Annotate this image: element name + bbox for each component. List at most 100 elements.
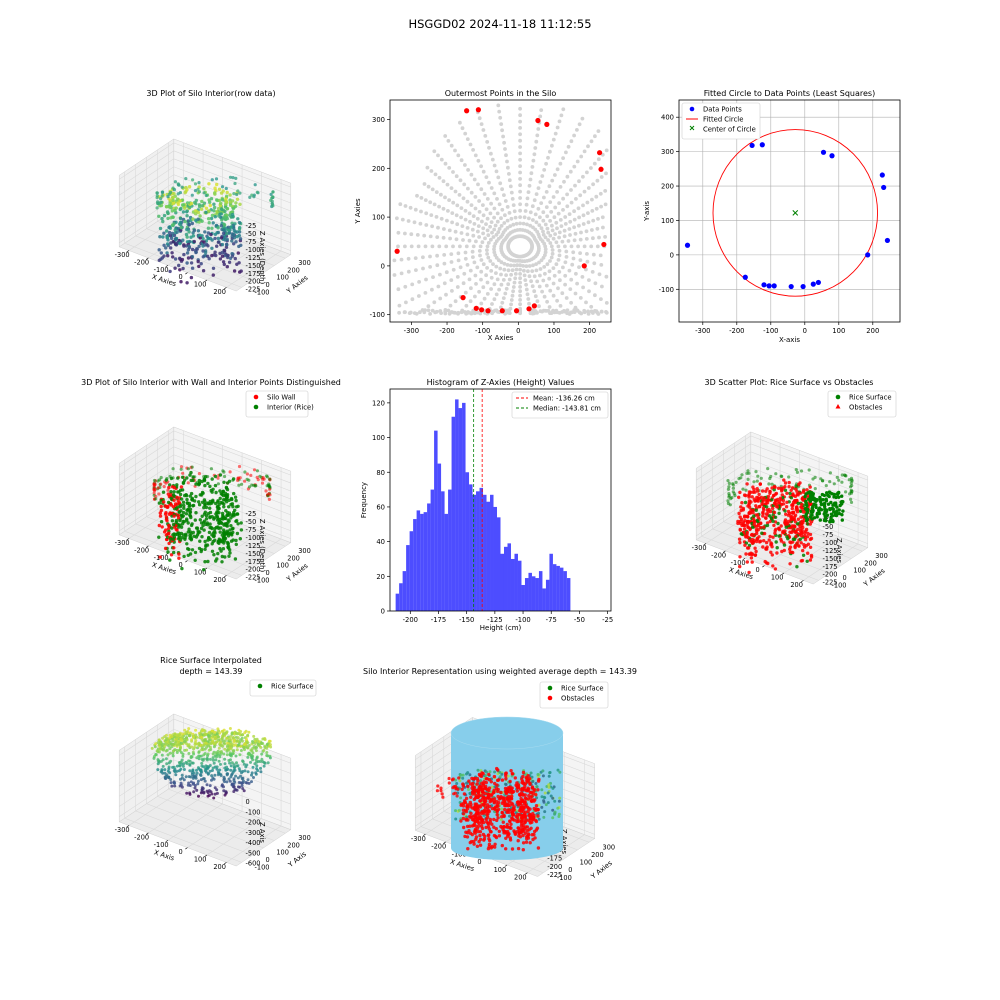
point xyxy=(745,514,750,519)
point xyxy=(753,546,757,550)
point xyxy=(235,262,239,266)
point xyxy=(157,501,162,505)
point xyxy=(551,236,556,241)
point xyxy=(193,182,198,186)
point xyxy=(542,241,547,246)
point xyxy=(533,294,538,299)
point xyxy=(544,161,548,166)
point xyxy=(424,211,429,216)
point xyxy=(415,193,419,198)
point xyxy=(775,505,780,509)
point xyxy=(424,223,429,227)
point xyxy=(187,222,191,227)
point xyxy=(554,308,559,313)
legend-marker-0 xyxy=(257,683,263,689)
point xyxy=(828,520,832,524)
point xyxy=(465,824,470,829)
point xyxy=(765,508,770,512)
point xyxy=(168,483,172,487)
point xyxy=(204,522,208,527)
point xyxy=(161,736,165,740)
point xyxy=(815,498,819,502)
point xyxy=(774,540,778,544)
point xyxy=(774,491,779,496)
z-axis-label: Z Axies xyxy=(560,829,568,855)
point xyxy=(202,765,206,769)
data-point xyxy=(865,252,871,258)
point xyxy=(213,527,217,531)
legend-box xyxy=(681,102,761,140)
x-tick-label: -300 xyxy=(115,251,130,259)
grid-line xyxy=(146,732,264,849)
point xyxy=(183,737,187,741)
point xyxy=(557,253,562,258)
x-tick-label: -150 xyxy=(459,616,474,624)
point xyxy=(237,728,241,732)
point xyxy=(513,215,518,220)
point xyxy=(727,485,731,489)
point xyxy=(220,540,224,544)
point xyxy=(739,505,743,509)
point xyxy=(505,159,509,164)
point xyxy=(743,543,747,547)
chart-3d-rice-vs-obstacles: 3D Scatter Plot: Rice Surface vs Obstacl… xyxy=(692,378,897,589)
point xyxy=(204,767,208,771)
point xyxy=(510,811,515,816)
point xyxy=(201,524,205,528)
point xyxy=(181,471,185,475)
point xyxy=(258,474,262,478)
point xyxy=(488,800,492,804)
point xyxy=(527,794,531,798)
point xyxy=(539,226,544,231)
point xyxy=(551,281,556,286)
point xyxy=(207,198,211,202)
point xyxy=(481,169,486,174)
point xyxy=(213,730,217,734)
x-tick-label: 200 xyxy=(583,327,596,335)
point xyxy=(223,757,227,761)
point xyxy=(172,514,176,518)
point xyxy=(181,732,185,736)
histogram-bar xyxy=(490,494,494,611)
point xyxy=(396,244,400,249)
point xyxy=(499,796,503,800)
point xyxy=(159,741,163,745)
chart-title: Histogram of Z-Axies (Height) Values xyxy=(427,378,575,387)
point xyxy=(835,475,839,479)
point xyxy=(795,541,799,545)
point xyxy=(506,165,510,170)
point xyxy=(485,812,489,817)
point xyxy=(463,799,467,803)
point xyxy=(532,289,537,294)
point xyxy=(503,199,508,203)
point xyxy=(180,776,184,780)
point xyxy=(502,813,506,818)
point xyxy=(539,108,544,112)
point xyxy=(476,182,480,187)
point xyxy=(518,276,522,281)
point xyxy=(218,257,223,261)
point xyxy=(165,762,169,766)
point xyxy=(164,478,168,482)
point xyxy=(426,308,431,313)
point xyxy=(485,280,490,285)
point xyxy=(229,775,233,779)
point xyxy=(490,797,494,801)
histogram-bar xyxy=(510,558,515,611)
point xyxy=(225,736,229,740)
y-tick-label: 0 xyxy=(265,281,269,289)
point xyxy=(199,791,203,795)
point xyxy=(543,247,548,252)
point xyxy=(743,500,748,505)
point xyxy=(741,508,745,512)
point xyxy=(770,553,774,557)
point xyxy=(210,178,214,182)
point xyxy=(417,294,421,298)
x-tick-label: -175 xyxy=(431,616,446,624)
point xyxy=(536,788,540,792)
point xyxy=(573,291,578,296)
outermost-point xyxy=(464,108,470,114)
legend-label-0: Mean: -136.26 cm xyxy=(533,395,595,403)
point xyxy=(575,159,580,164)
